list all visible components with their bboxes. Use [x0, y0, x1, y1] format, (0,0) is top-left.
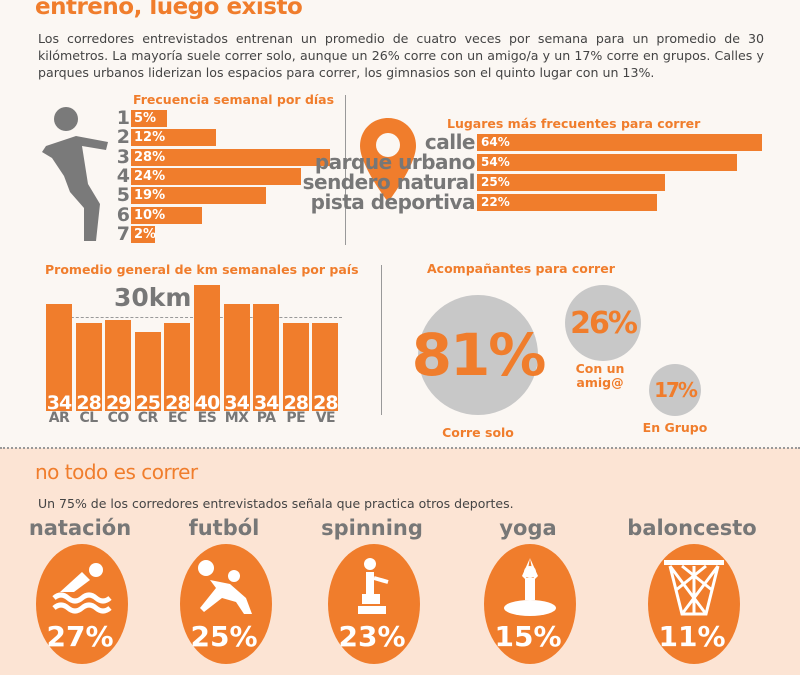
- sport-label: yoga: [499, 516, 557, 540]
- bubble-value: 17%: [654, 378, 698, 402]
- country-label: ES: [197, 410, 217, 426]
- country-label: EC: [167, 410, 187, 426]
- sport-item: futból 25%: [154, 516, 294, 664]
- km-value: 28: [283, 392, 309, 414]
- km-bar: [312, 322, 339, 411]
- km-value: 25: [135, 392, 161, 414]
- sport-percent: 25%: [190, 620, 258, 653]
- km-value: 40: [194, 392, 220, 414]
- swimmer-icon: [52, 563, 112, 614]
- frequency-bar: 12%: [131, 129, 217, 147]
- place-bar: 54%: [477, 154, 737, 171]
- places-chart-title: Lugares más frecuentes para correr: [447, 116, 701, 131]
- km-value: 34: [253, 392, 279, 414]
- km-chart-title: Promedio general de km semanales por paí…: [45, 262, 359, 277]
- frequency-bar: 10%: [131, 206, 202, 224]
- bubble-label: En Grupo: [642, 420, 708, 435]
- frequency-bar: 5%: [131, 110, 167, 127]
- sport-label: baloncesto: [627, 516, 757, 540]
- frequency-bar: 19%: [131, 187, 266, 205]
- country-label: PA: [256, 410, 276, 426]
- sport-item: natación 27%: [10, 516, 150, 664]
- place-label: sendero natural: [302, 170, 476, 194]
- companion-bubble-group: 17%: [649, 364, 701, 416]
- frequency-chart-title: Frecuencia semanal por días: [133, 92, 335, 107]
- km-bar: [223, 303, 250, 411]
- divider: [381, 265, 382, 415]
- km-bar: [282, 322, 309, 411]
- reference-label: 30km: [114, 283, 192, 312]
- companion-bubble-friend: 26%: [565, 285, 641, 361]
- km-value: 28: [76, 392, 101, 414]
- km-value: 34: [46, 392, 72, 414]
- frequency-bar: 24%: [131, 167, 302, 185]
- day-label: 4: [116, 164, 130, 187]
- companions-title: Acompañantes para correr: [427, 261, 615, 276]
- sport-item: baloncesto 11%: [622, 516, 762, 664]
- km-bar: [105, 319, 132, 411]
- sport-item: yoga 15%: [458, 516, 598, 664]
- sport-percent: 27%: [46, 620, 114, 653]
- sport-circle: [36, 544, 128, 664]
- km-bar: [134, 332, 161, 411]
- sport-percent: 11%: [658, 620, 726, 653]
- country-label: AR: [48, 410, 70, 426]
- km-value: 29: [105, 392, 131, 414]
- yoga-pose-icon: [504, 558, 556, 616]
- country-label: MX: [224, 410, 249, 426]
- day-label: 1: [116, 107, 130, 129]
- section-subtitle: Un 75% de los corredores entrevistados s…: [38, 496, 514, 511]
- km-bar: [194, 285, 220, 411]
- km-value: 28: [165, 392, 190, 414]
- country-label: VE: [315, 410, 336, 426]
- day-label: 3: [116, 145, 130, 168]
- bubble-label: Con un amig@: [575, 361, 625, 390]
- country-label: CR: [137, 410, 159, 426]
- sport-label: natación: [28, 516, 132, 540]
- km-bar: [46, 303, 72, 411]
- intro-paragraph: Los corredores entrevistados entrenan un…: [38, 31, 764, 80]
- country-label: PE: [286, 410, 306, 426]
- day-label: 7: [116, 222, 130, 245]
- day-label: 6: [116, 203, 130, 226]
- km-bar: [253, 303, 280, 411]
- basketball-hoop-icon: [664, 560, 724, 616]
- section-title: no todo es correr: [35, 460, 198, 484]
- km-value: 28: [313, 392, 338, 414]
- dotted-divider: [0, 447, 800, 449]
- country-label: CO: [107, 410, 130, 426]
- place-label: pista deportiva: [310, 190, 476, 214]
- stationary-bike-icon: [358, 558, 389, 614]
- divider: [345, 95, 346, 245]
- day-label: 5: [116, 184, 130, 207]
- sport-item: spinning 23%: [302, 516, 442, 664]
- country-label: CL: [79, 410, 98, 426]
- frequency-bar: 2%: [131, 225, 156, 243]
- sport-circle: [180, 544, 272, 664]
- place-bar: 64%: [477, 134, 762, 151]
- bubble-value: 26%: [570, 305, 638, 341]
- place-label: parque urbano: [314, 150, 476, 174]
- bubble-value: 81%: [411, 321, 547, 389]
- km-bar: [164, 322, 191, 411]
- place-bar: 22%: [477, 194, 657, 211]
- soccer-player-icon: [198, 560, 252, 614]
- km-bar: [75, 322, 102, 411]
- sport-percent: 23%: [338, 620, 406, 653]
- place-bar: 25%: [477, 174, 665, 191]
- sport-percent: 15%: [494, 620, 562, 653]
- place-label: calle: [424, 130, 476, 154]
- bubble-label: Corre solo: [442, 425, 514, 440]
- runner-icon: [42, 107, 108, 241]
- day-label: 2: [116, 126, 130, 149]
- km-value: 34: [224, 392, 249, 414]
- companion-bubble-solo: 81%: [412, 295, 546, 415]
- frequency-bar: 28%: [131, 148, 330, 166]
- location-pin-icon: [360, 118, 416, 202]
- sport-label: futból: [188, 516, 260, 540]
- page-title: entreno, luego existo: [35, 0, 303, 20]
- sport-label: spinning: [321, 516, 423, 540]
